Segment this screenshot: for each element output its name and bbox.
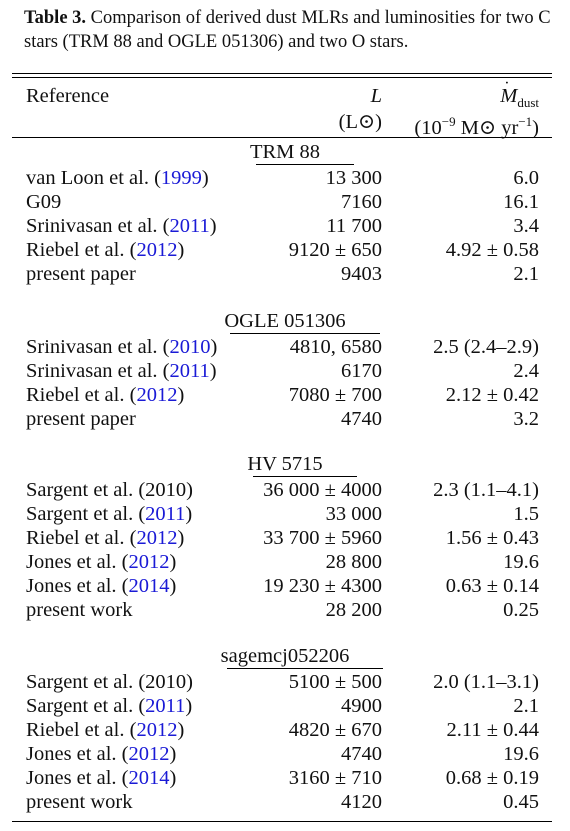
header-rule bbox=[12, 137, 552, 138]
citation-link[interactable]: 2011 bbox=[145, 695, 186, 717]
citation-link[interactable]: 2012 bbox=[128, 551, 170, 573]
group-title: OGLE 051306 bbox=[224, 310, 346, 332]
mlr-cell: 1.5 bbox=[513, 503, 539, 525]
mlr-cell: 2.1 bbox=[513, 695, 539, 717]
reference-cell: Srinivasan et al. (2011) bbox=[26, 215, 217, 237]
citation-link[interactable]: 2014 bbox=[128, 575, 170, 597]
luminosity-cell: 9120 ± 650 bbox=[288, 239, 382, 261]
mlr-cell: 16.1 bbox=[503, 191, 539, 213]
reference-cell: G09 bbox=[26, 191, 62, 213]
caption-text: Comparison of derived dust MLRs and lumi… bbox=[24, 8, 551, 52]
luminosity-cell: 4740 bbox=[341, 408, 382, 430]
luminosity-cell: 3160 ± 710 bbox=[288, 767, 382, 789]
citation-link[interactable]: 2010 bbox=[169, 336, 211, 358]
citation-link[interactable]: 2011 bbox=[169, 215, 210, 237]
header-luminosity: L bbox=[370, 85, 382, 107]
citation-link[interactable]: 2014 bbox=[128, 767, 170, 789]
header-mlr: · Mdust bbox=[500, 75, 539, 111]
citation-link[interactable]: 2012 bbox=[136, 719, 178, 741]
header-mlr-unit: (10−9 M⊙ yr−1) bbox=[414, 114, 539, 139]
mlr-cell: 2.11 ± 0.44 bbox=[446, 719, 540, 741]
reference-cell: Riebel et al. (2012) bbox=[26, 719, 185, 741]
luminosity-cell: 11 700 bbox=[326, 215, 382, 237]
mlr-cell: 6.0 bbox=[513, 167, 539, 189]
mlr-cell: 2.12 ± 0.42 bbox=[445, 384, 539, 406]
caption-label: Table 3. bbox=[24, 8, 87, 28]
luminosity-cell: 4120 bbox=[341, 791, 382, 813]
mlr-cell: 0.45 bbox=[503, 791, 539, 813]
reference-cell: Jones et al. (2012) bbox=[26, 551, 177, 573]
citation-link[interactable]: 2012 bbox=[136, 239, 178, 261]
luminosity-cell: 9403 bbox=[341, 263, 382, 285]
citation-link[interactable]: 1999 bbox=[160, 167, 202, 189]
luminosity-cell: 5100 ± 500 bbox=[288, 671, 382, 693]
group-title-rule bbox=[253, 476, 357, 477]
luminosity-cell: 6170 bbox=[341, 360, 382, 382]
citation-link[interactable]: 2011 bbox=[145, 503, 186, 525]
reference-cell: present work bbox=[26, 599, 133, 621]
mlr-cell: 2.3 (1.1–4.1) bbox=[433, 479, 539, 501]
citation-link[interactable]: 2011 bbox=[169, 360, 210, 382]
citation-link[interactable]: 2012 bbox=[136, 527, 178, 549]
luminosity-cell: 36 000 ± 4000 bbox=[263, 479, 382, 501]
mlr-cell: 1.56 ± 0.43 bbox=[445, 527, 539, 549]
luminosity-cell: 19 230 ± 4300 bbox=[263, 575, 382, 597]
reference-cell: present paper bbox=[26, 408, 136, 430]
mlr-cell: 4.92 ± 0.58 bbox=[445, 239, 539, 261]
luminosity-cell: 28 200 bbox=[325, 599, 382, 621]
mlr-cell: 2.0 (1.1–3.1) bbox=[433, 671, 539, 693]
reference-cell: Sargent et al. (2011) bbox=[26, 695, 193, 717]
mlr-cell: 19.6 bbox=[503, 743, 539, 765]
header-luminosity-unit: (L⊙) bbox=[338, 111, 382, 133]
group-title: TRM 88 bbox=[249, 141, 321, 163]
luminosity-cell: 4900 bbox=[341, 695, 382, 717]
luminosity-cell: 7160 bbox=[341, 191, 382, 213]
luminosity-cell: 33 700 ± 5960 bbox=[263, 527, 382, 549]
mlr-cell: 2.5 (2.4–2.9) bbox=[433, 336, 539, 358]
group-title: sagemcj052206 bbox=[220, 645, 350, 667]
reference-cell: present paper bbox=[26, 263, 136, 285]
top-rule-double bbox=[12, 77, 552, 78]
mlr-cell: 2.1 bbox=[513, 263, 539, 285]
mlr-cell: 19.6 bbox=[503, 551, 539, 573]
group-title-rule bbox=[255, 164, 355, 165]
table-caption: Table 3. Comparison of derived dust MLRs… bbox=[24, 6, 554, 54]
reference-cell: Sargent et al. (2010) bbox=[26, 671, 193, 693]
reference-cell: Riebel et al. (2012) bbox=[26, 527, 185, 549]
reference-cell: Jones et al. (2014) bbox=[26, 767, 177, 789]
citation-link[interactable]: 2012 bbox=[128, 743, 170, 765]
mlr-cell: 0.68 ± 0.19 bbox=[445, 767, 539, 789]
reference-cell: Srinivasan et al. (2010) bbox=[26, 336, 218, 358]
mlr-cell: 2.4 bbox=[513, 360, 539, 382]
reference-cell: Sargent et al. (2011) bbox=[26, 503, 193, 525]
reference-cell: Riebel et al. (2012) bbox=[26, 384, 185, 406]
mlr-cell: 0.25 bbox=[503, 599, 539, 621]
reference-cell: Jones et al. (2012) bbox=[26, 743, 177, 765]
mlr-cell: 3.2 bbox=[513, 408, 539, 430]
reference-cell: Sargent et al. (2010) bbox=[26, 479, 193, 501]
header-reference: Reference bbox=[26, 85, 110, 107]
reference-cell: Jones et al. (2014) bbox=[26, 575, 177, 597]
top-rule bbox=[12, 73, 552, 74]
luminosity-cell: 4810, 6580 bbox=[289, 336, 382, 358]
luminosity-cell: 4740 bbox=[341, 743, 382, 765]
citation-link[interactable]: 2012 bbox=[136, 384, 178, 406]
reference-cell: van Loon et al. (1999) bbox=[26, 167, 209, 189]
group-title: HV 5715 bbox=[247, 453, 323, 475]
luminosity-cell: 7080 ± 700 bbox=[288, 384, 382, 406]
group-title-rule bbox=[226, 668, 384, 669]
mlr-cell: 0.63 ± 0.14 bbox=[445, 575, 539, 597]
bottom-rule bbox=[12, 821, 552, 822]
reference-cell: Riebel et al. (2012) bbox=[26, 239, 185, 261]
reference-cell: Srinivasan et al. (2011) bbox=[26, 360, 217, 382]
mlr-cell: 3.4 bbox=[513, 215, 539, 237]
group-title-rule bbox=[230, 333, 380, 334]
luminosity-cell: 28 800 bbox=[325, 551, 382, 573]
luminosity-cell: 33 000 bbox=[325, 503, 382, 525]
luminosity-cell: 4820 ± 670 bbox=[288, 719, 382, 741]
reference-cell: present work bbox=[26, 791, 133, 813]
luminosity-cell: 13 300 bbox=[325, 167, 382, 189]
